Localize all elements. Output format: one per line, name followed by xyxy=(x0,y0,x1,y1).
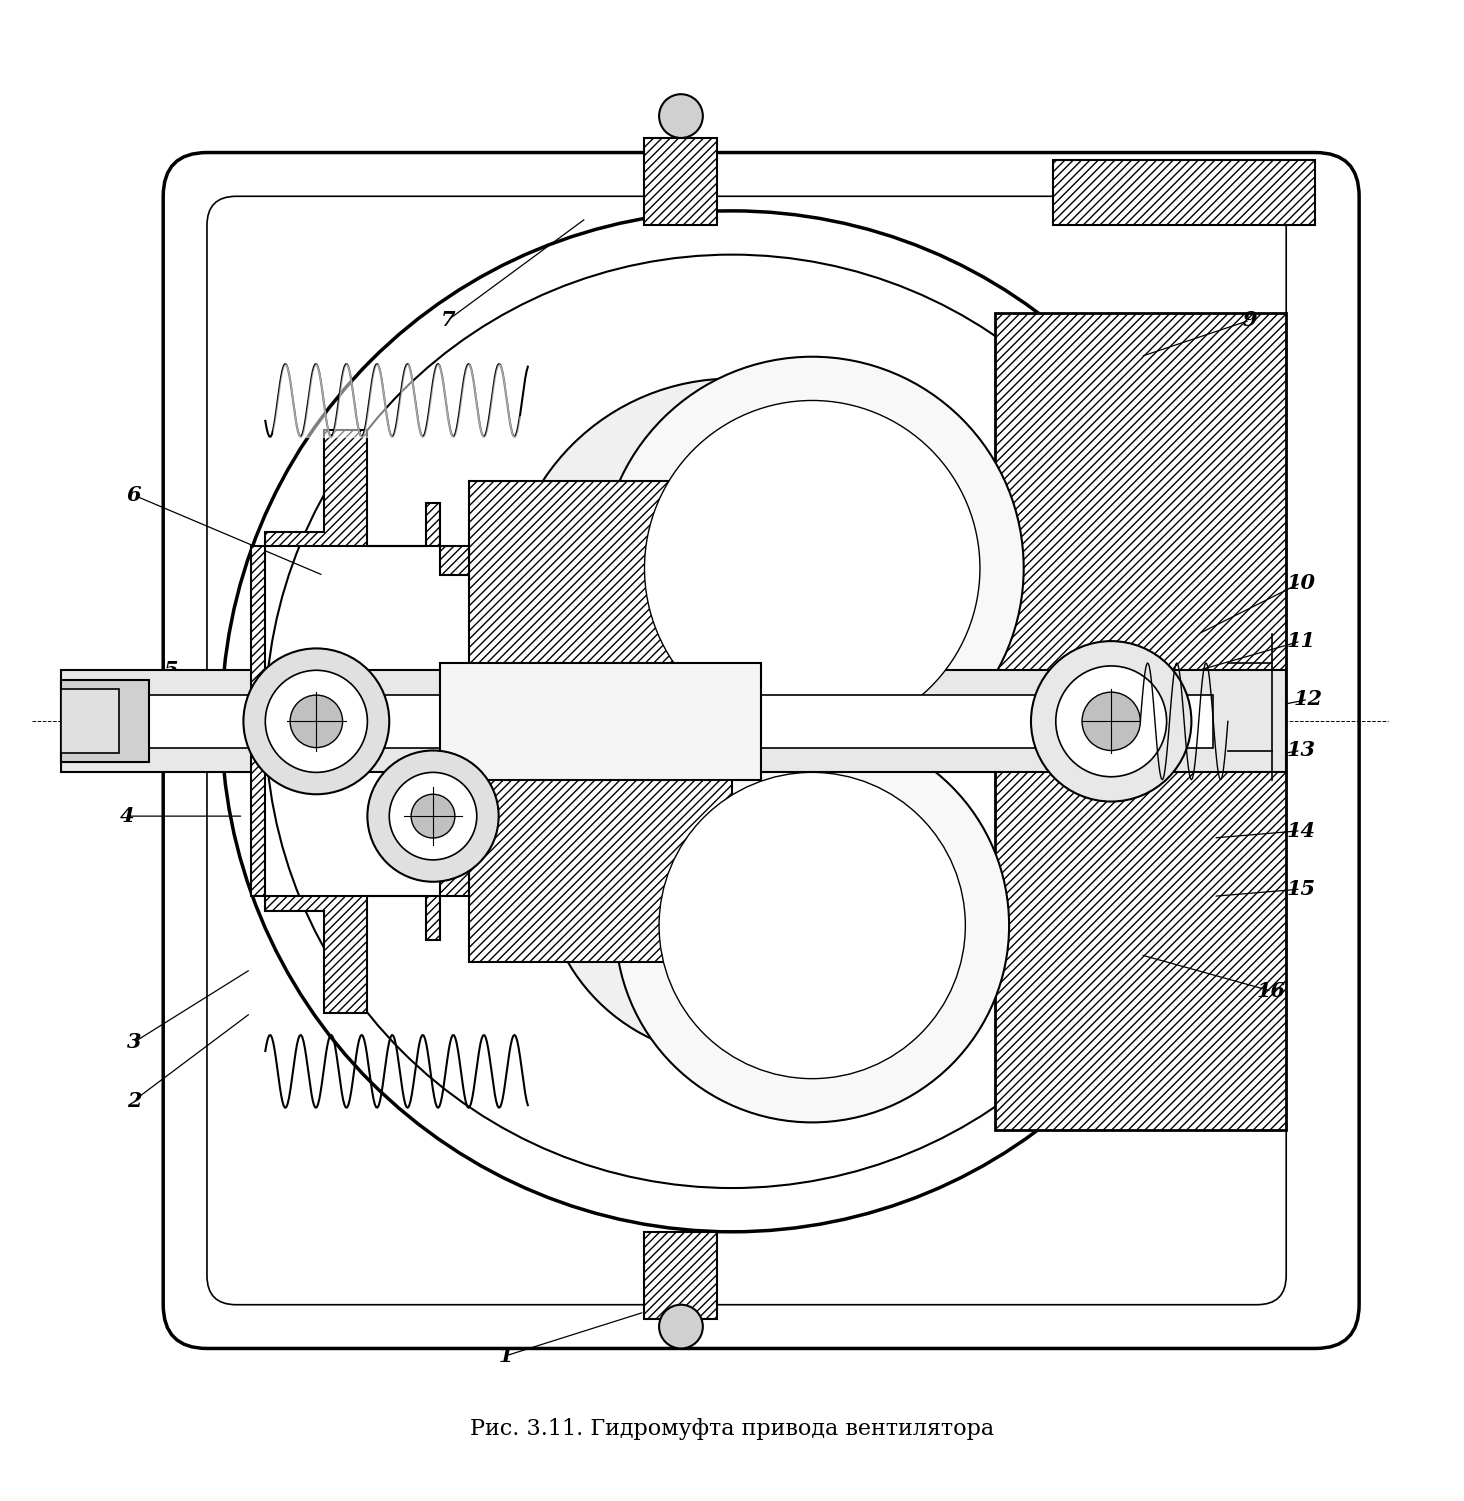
Text: 1: 1 xyxy=(499,1346,514,1366)
Circle shape xyxy=(1056,666,1167,776)
Circle shape xyxy=(367,750,499,881)
Bar xyxy=(61,680,149,763)
Bar xyxy=(470,480,732,714)
Text: Рис. 3.11. Гидромуфта привода вентилятора: Рис. 3.11. Гидромуфта привода вентилятор… xyxy=(470,1417,994,1439)
Bar xyxy=(441,663,761,779)
Bar xyxy=(1053,159,1315,225)
Circle shape xyxy=(615,728,1009,1123)
Circle shape xyxy=(290,695,343,747)
Circle shape xyxy=(1031,641,1192,802)
Text: 3: 3 xyxy=(127,1033,142,1052)
Text: 10: 10 xyxy=(1287,573,1315,593)
Circle shape xyxy=(659,1304,703,1348)
Circle shape xyxy=(243,648,389,794)
Text: 16: 16 xyxy=(1258,982,1287,1001)
Text: 4: 4 xyxy=(120,806,135,826)
Text: 5: 5 xyxy=(164,660,177,680)
Bar xyxy=(61,695,1214,747)
Text: 14: 14 xyxy=(1287,821,1315,841)
Bar xyxy=(61,689,120,754)
Text: 7: 7 xyxy=(441,311,455,330)
Circle shape xyxy=(600,357,1023,779)
Bar xyxy=(644,1232,717,1319)
Circle shape xyxy=(265,671,367,773)
Text: 13: 13 xyxy=(1287,740,1315,761)
Bar xyxy=(994,314,1287,1130)
Text: 15: 15 xyxy=(1287,880,1315,899)
Polygon shape xyxy=(250,728,529,1013)
Text: 9: 9 xyxy=(1243,311,1258,330)
Polygon shape xyxy=(250,429,529,714)
Text: 6: 6 xyxy=(127,485,142,506)
Circle shape xyxy=(644,401,979,735)
Text: 2: 2 xyxy=(127,1091,142,1111)
Text: 12: 12 xyxy=(1294,689,1322,710)
Circle shape xyxy=(507,378,957,830)
Text: 11: 11 xyxy=(1287,630,1315,651)
Circle shape xyxy=(659,773,965,1079)
Circle shape xyxy=(389,773,477,860)
Circle shape xyxy=(1082,692,1140,750)
Circle shape xyxy=(411,794,455,838)
Text: 8: 8 xyxy=(1250,194,1265,213)
Circle shape xyxy=(265,255,1199,1187)
Circle shape xyxy=(542,677,922,1057)
Circle shape xyxy=(659,95,703,138)
Bar xyxy=(644,138,717,225)
Bar xyxy=(470,728,732,962)
Bar xyxy=(61,671,1287,773)
